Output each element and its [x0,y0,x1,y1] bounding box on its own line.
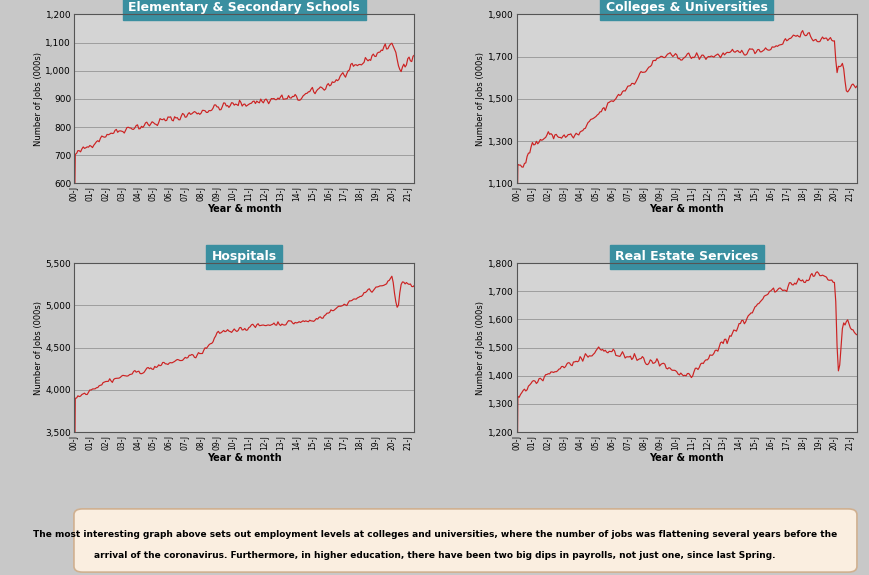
Title: Real Estate Services: Real Estate Services [614,250,758,263]
Text: The most interesting graph above sets out employment levels at colleges and univ: The most interesting graph above sets ou… [33,530,836,539]
X-axis label: Year & month: Year & month [648,204,723,214]
Y-axis label: Number of Jobs (000s): Number of Jobs (000s) [34,52,43,146]
Title: Elementary & Secondary Schools: Elementary & Secondary Schools [128,1,360,14]
X-axis label: Year & month: Year & month [648,453,723,463]
Text: arrival of the coronavirus. Furthermore, in higher education, there have been tw: arrival of the coronavirus. Furthermore,… [94,551,775,559]
Y-axis label: Number of Jobs (000s): Number of Jobs (000s) [475,301,485,394]
Title: Hospitals: Hospitals [211,250,276,263]
Title: Colleges & Universities: Colleges & Universities [605,1,766,14]
Y-axis label: Number of Jobs (000s): Number of Jobs (000s) [34,301,43,394]
Y-axis label: Number of Jobs (000s): Number of Jobs (000s) [475,52,485,146]
X-axis label: Year & month: Year & month [207,204,282,214]
X-axis label: Year & month: Year & month [207,453,282,463]
